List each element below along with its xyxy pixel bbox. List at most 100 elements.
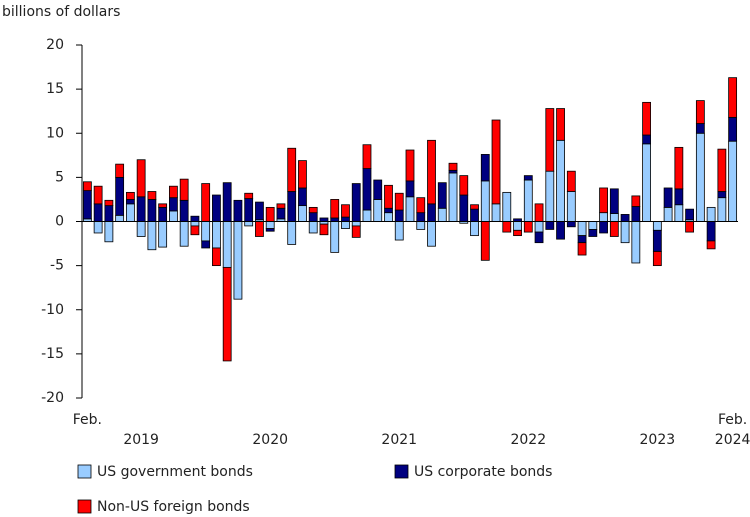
bar bbox=[566, 191, 576, 222]
bar bbox=[513, 221, 522, 231]
bar bbox=[631, 206, 641, 222]
bar bbox=[147, 221, 157, 251]
bar bbox=[652, 251, 662, 267]
bar bbox=[685, 221, 695, 233]
y-tick-label: 10 bbox=[46, 125, 64, 141]
bar bbox=[599, 212, 608, 222]
bar bbox=[674, 204, 684, 222]
bar bbox=[480, 180, 490, 222]
bar bbox=[308, 212, 318, 222]
y-tick-label: -5 bbox=[50, 258, 64, 274]
bar bbox=[609, 213, 619, 222]
bar bbox=[717, 148, 727, 192]
bar bbox=[545, 221, 555, 230]
bar bbox=[405, 196, 415, 222]
bar bbox=[642, 143, 651, 222]
bar bbox=[222, 221, 232, 268]
x-tick-label: 2022 bbox=[510, 432, 546, 448]
bar bbox=[104, 199, 114, 207]
bar bbox=[695, 123, 705, 134]
bar bbox=[212, 221, 221, 249]
bar bbox=[169, 210, 178, 222]
bar bbox=[373, 179, 383, 200]
bar bbox=[566, 221, 576, 228]
y-tick-label: 0 bbox=[55, 214, 64, 230]
bar bbox=[394, 209, 404, 222]
bar bbox=[136, 221, 146, 237]
bar bbox=[373, 199, 383, 222]
bar bbox=[674, 146, 684, 190]
bar bbox=[470, 208, 479, 222]
bar bbox=[298, 205, 307, 222]
bar bbox=[158, 221, 168, 248]
bar bbox=[222, 266, 232, 362]
bar bbox=[190, 215, 200, 222]
bar bbox=[437, 182, 447, 209]
bar bbox=[642, 101, 651, 136]
y-tick-label: 5 bbox=[55, 169, 64, 185]
bar bbox=[523, 221, 533, 233]
bar bbox=[169, 185, 178, 199]
bar bbox=[169, 197, 178, 212]
bar bbox=[577, 235, 587, 244]
bar bbox=[695, 100, 705, 124]
bar bbox=[201, 221, 211, 242]
bar bbox=[244, 221, 254, 227]
bar bbox=[265, 228, 275, 232]
bar bbox=[502, 221, 512, 233]
x-tick-label: 2021 bbox=[381, 432, 417, 448]
bar bbox=[674, 188, 684, 206]
bar bbox=[652, 221, 662, 231]
bar bbox=[448, 162, 458, 171]
bar bbox=[244, 192, 254, 199]
y-tick-label: 20 bbox=[46, 37, 64, 53]
bar bbox=[158, 203, 168, 208]
bar bbox=[244, 198, 254, 222]
bar bbox=[695, 132, 705, 222]
bar bbox=[341, 216, 350, 222]
bar bbox=[427, 139, 436, 205]
bar bbox=[588, 221, 598, 230]
bar bbox=[190, 225, 200, 236]
bar bbox=[448, 172, 458, 222]
x-tick-label: 2020 bbox=[252, 432, 288, 448]
bar bbox=[480, 221, 490, 261]
bar bbox=[93, 203, 103, 222]
bar bbox=[556, 221, 565, 240]
bar bbox=[545, 170, 555, 222]
bar bbox=[158, 206, 168, 222]
bar bbox=[609, 221, 619, 237]
bar bbox=[642, 134, 651, 145]
bar bbox=[115, 176, 125, 216]
bar bbox=[577, 242, 587, 256]
x-tick-label: 2023 bbox=[640, 432, 676, 448]
legend-label: US corporate bonds bbox=[414, 464, 552, 480]
bar bbox=[104, 205, 114, 222]
bar bbox=[577, 221, 587, 237]
bar bbox=[255, 221, 264, 237]
bar bbox=[341, 221, 350, 229]
bar bbox=[233, 199, 243, 222]
bar bbox=[470, 204, 479, 210]
bar bbox=[265, 221, 275, 229]
bar bbox=[179, 178, 189, 201]
bar bbox=[405, 180, 415, 198]
bar bbox=[319, 217, 329, 222]
bar bbox=[255, 201, 264, 221]
bar bbox=[298, 187, 307, 207]
bar bbox=[609, 188, 619, 214]
bar bbox=[620, 221, 630, 244]
bar bbox=[459, 194, 469, 222]
bar bbox=[599, 187, 608, 214]
bar bbox=[190, 221, 200, 227]
bar bbox=[523, 175, 533, 181]
bar bbox=[136, 159, 146, 198]
bar bbox=[298, 160, 307, 189]
bar bbox=[276, 203, 286, 209]
bar bbox=[631, 195, 641, 207]
bar bbox=[427, 221, 436, 247]
bar bbox=[362, 209, 372, 222]
bar bbox=[416, 197, 426, 214]
y-tick-label: 15 bbox=[46, 81, 64, 97]
